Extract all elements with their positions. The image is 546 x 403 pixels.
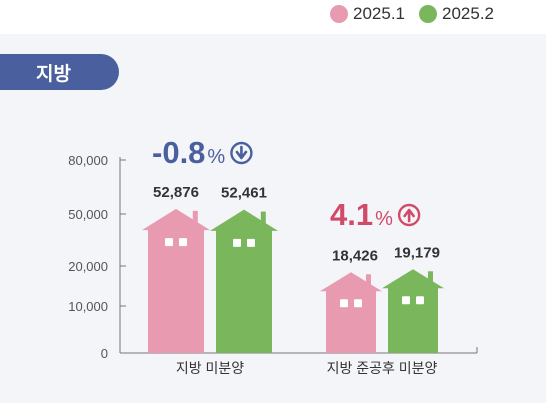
y-tick-label: 50,000 [68,207,108,222]
category-label: 지방 준공후 미분양 [327,360,438,376]
data-label: 52,876 [153,184,199,201]
arrow-up-icon [397,203,421,227]
change-annotation: -0.8% [152,135,225,170]
region-tab [0,54,119,90]
data-label: 19,179 [394,244,440,261]
change-annotation: 4.1% [330,197,393,232]
bar-chimney [366,274,371,294]
bar-window [165,238,173,247]
y-tick-label: 80,000 [68,153,108,168]
legend-item-series-2: 2025.2 [419,4,494,24]
legend-swatch-series-1 [330,5,348,23]
bar-c0-s1 [210,209,278,353]
bar-chimney [260,211,266,233]
y-tick-label: 20,000 [68,259,108,274]
bar-c0-s0 [142,208,210,353]
bar-window [247,238,255,247]
y-tick-label: 0 [101,346,108,361]
bar-window [354,299,362,308]
arrow-up-glyph [403,208,415,223]
legend-swatch-series-2 [419,5,437,23]
category-label: 지방 미분양 [176,360,244,376]
bar-c1-s0 [320,272,382,353]
legend-label-series-1: 2025.1 [353,4,405,23]
data-label: 52,461 [221,185,267,202]
data-label: 18,426 [332,247,378,264]
chart-background [0,34,546,403]
bar-chimney [192,210,198,233]
bar-chimney [428,271,433,291]
bar-c1-s1 [382,269,444,353]
legend-label-series-2: 2025.2 [442,4,494,23]
y-tick-label: 10,000 [68,299,108,314]
bar-window [179,238,187,247]
bar-window [416,296,424,305]
arrow-down-icon [230,141,253,165]
arrow-down-glyph [235,145,248,160]
bar-window [340,299,348,308]
bar-window [233,238,241,247]
legend-item-series-1: 2025.1 [330,4,405,24]
legend: 2025.1 2025.2 [330,0,508,28]
region-label: 지방 [36,64,71,85]
bar-window [402,296,410,305]
